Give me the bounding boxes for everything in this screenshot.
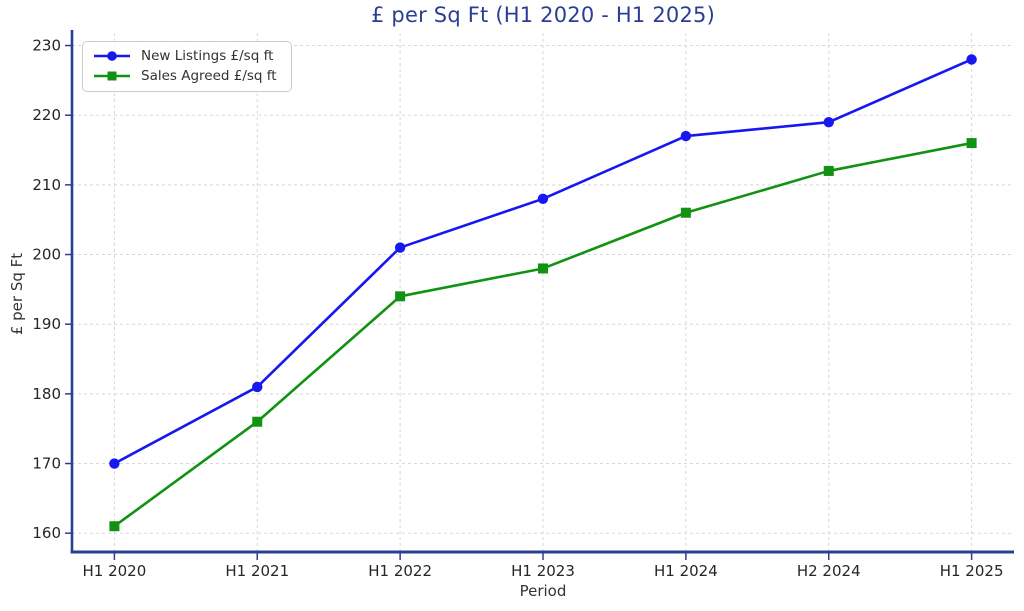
y-tick-label: 200	[32, 246, 61, 264]
data-point	[966, 54, 977, 65]
y-tick-label: 220	[32, 106, 61, 124]
x-tick-label: H2 2024	[797, 562, 861, 580]
legend-label: Sales Agreed £/sq ft	[141, 68, 277, 84]
x-tick-label: H1 2025	[940, 562, 1004, 580]
line-circle-marker-icon	[94, 51, 130, 61]
legend-item-new-listings: New Listings £/sq ft	[93, 48, 277, 64]
data-point	[394, 242, 406, 253]
data-point	[252, 381, 263, 393]
x-axis-label: Period	[519, 582, 567, 600]
data-point	[537, 193, 549, 205]
data-point	[252, 416, 263, 427]
x-tick-label: H1 2024	[654, 562, 718, 580]
data-point	[109, 458, 120, 469]
data-point	[823, 116, 834, 128]
legend-label: New Listings £/sq ft	[141, 48, 274, 64]
line-square-marker-icon	[94, 71, 130, 81]
data-point	[823, 165, 834, 176]
data-point	[395, 291, 406, 302]
y-tick-label: 160	[32, 524, 61, 542]
y-tick-label: 180	[32, 385, 61, 403]
x-tick-label: H1 2020	[83, 562, 147, 580]
y-tick-label: 190	[32, 315, 61, 333]
y-tick-label: 230	[32, 37, 61, 55]
x-tick-label: H1 2023	[511, 562, 575, 580]
data-point	[680, 207, 691, 218]
x-tick-label: H1 2021	[225, 562, 289, 580]
data-point	[109, 521, 120, 532]
x-tick-label: H1 2022	[368, 562, 432, 580]
data-point	[966, 138, 977, 149]
data-point	[680, 130, 692, 142]
legend-item-sales-agreed: Sales Agreed £/sq ft	[93, 68, 277, 84]
chart-title: £ per Sq Ft (H1 2020 - H1 2025)	[371, 3, 715, 27]
y-tick-label: 210	[32, 176, 61, 194]
data-point	[538, 263, 548, 274]
legend: New Listings £/sq ft Sales Agreed £/sq f…	[82, 41, 292, 92]
y-tick-label: 170	[32, 455, 61, 473]
